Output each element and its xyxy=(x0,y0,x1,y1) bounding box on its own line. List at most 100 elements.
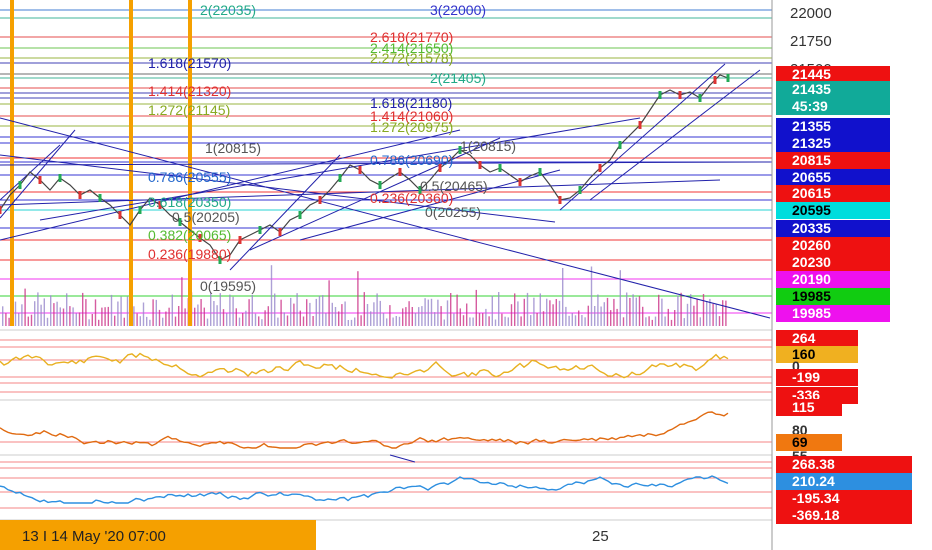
volume-bar xyxy=(578,310,580,326)
volume-bar xyxy=(600,306,602,326)
fib-label: 1.618(21570) xyxy=(148,55,231,71)
volume-bar xyxy=(181,277,183,326)
volume-bar xyxy=(306,299,308,326)
volume-bar xyxy=(440,306,442,326)
volume-bar xyxy=(635,297,637,326)
volume-bar xyxy=(299,310,301,326)
volume-bar xyxy=(395,316,397,326)
time-axis-tick: 25 xyxy=(592,528,609,545)
oscillator-3-badge-bg xyxy=(776,456,912,473)
volume-bar xyxy=(94,299,97,326)
volume-bar xyxy=(667,308,669,326)
time-highlight-line xyxy=(10,0,14,326)
volume-bar xyxy=(370,311,372,326)
candle xyxy=(0,206,2,214)
oscillator-1-badge: 160 xyxy=(792,346,816,362)
volume-bar xyxy=(72,307,74,326)
fib-label: 1.414(21320) xyxy=(148,83,231,99)
price-badge-bg xyxy=(776,118,890,135)
volume-bar xyxy=(590,266,593,326)
volume-bar xyxy=(62,308,65,326)
time-highlight-line xyxy=(129,0,133,326)
volume-bar xyxy=(565,306,567,326)
volume-bar xyxy=(360,315,362,326)
volume-bar xyxy=(472,317,474,326)
fib-label: 1.272(21145) xyxy=(148,102,230,118)
volume-bar xyxy=(229,294,231,326)
volume-bar xyxy=(699,317,701,326)
price-badge: 20190 xyxy=(792,271,831,287)
oscillator-3-line xyxy=(0,475,729,504)
volume-bar xyxy=(139,316,141,326)
price-badge-bg xyxy=(776,185,890,202)
oscillator-3-badge: -195.34 xyxy=(792,490,840,506)
oscillator-2-badge-bg xyxy=(776,399,842,416)
time-cursor-bg xyxy=(0,520,316,550)
volume-bar xyxy=(251,294,253,326)
volume-bar xyxy=(610,310,612,326)
volume-bar xyxy=(43,298,45,326)
volume-bar xyxy=(494,319,497,326)
volume-bar xyxy=(91,314,93,326)
volume-bar xyxy=(158,309,161,326)
time-axis[interactable]: 13 I 14 May '20 07:00 25 xyxy=(0,520,609,550)
volume-bar xyxy=(290,297,292,326)
volume-bar xyxy=(315,298,317,326)
price-badge-bg xyxy=(776,271,890,288)
trend-line xyxy=(39,117,641,221)
volume-bar xyxy=(488,316,490,326)
volume-bar xyxy=(453,313,455,326)
price-badge-bg xyxy=(776,81,890,98)
volume-bar xyxy=(414,312,417,326)
volume-bar xyxy=(235,308,237,326)
volume-bar xyxy=(526,292,529,326)
volume-bar xyxy=(482,313,484,326)
trend-line xyxy=(0,129,461,241)
candle xyxy=(418,186,422,194)
volume-bar xyxy=(328,280,330,326)
volume-bar xyxy=(200,299,202,326)
candle xyxy=(638,121,642,129)
candle xyxy=(58,174,62,182)
volume-bar xyxy=(709,298,711,326)
volume-bar xyxy=(654,316,657,326)
price-badge-bg xyxy=(776,152,890,169)
candle xyxy=(698,94,702,102)
trend-line xyxy=(299,169,561,241)
candle xyxy=(478,161,482,169)
volume-bar xyxy=(274,293,276,326)
volume-bar xyxy=(398,316,401,326)
volume-bar xyxy=(616,308,618,326)
price-badge: 21355 xyxy=(792,118,831,134)
oscillator-3-badge-bg xyxy=(776,490,912,507)
volume-bar xyxy=(40,304,42,326)
volume-bar xyxy=(405,307,407,326)
price-badge: 21435 xyxy=(792,81,831,97)
volume-bar xyxy=(658,294,660,326)
candle xyxy=(678,91,682,99)
volume-bar xyxy=(546,298,548,326)
price-badge-bg xyxy=(776,169,890,186)
volume-bar xyxy=(584,317,586,326)
volume-bar xyxy=(350,319,353,326)
volume-bar xyxy=(261,319,263,326)
volume-bar xyxy=(626,292,628,326)
volume-bar xyxy=(424,298,426,326)
volume-bar xyxy=(536,313,538,326)
volume-bar xyxy=(222,309,225,326)
volume-bar xyxy=(674,310,676,326)
volume-bar xyxy=(286,315,289,326)
price-badge: 20335 xyxy=(792,220,831,236)
volume-bar xyxy=(46,317,49,326)
volume-bar xyxy=(245,310,247,326)
candle xyxy=(18,181,22,189)
volume-bar xyxy=(594,306,596,326)
fib-label: 2.272(21578) xyxy=(370,50,453,66)
volume-bar xyxy=(574,315,577,326)
price-badge: 19985 xyxy=(792,288,831,304)
volume-bar xyxy=(514,293,516,326)
volume-bar xyxy=(197,304,199,326)
volume-bar xyxy=(376,293,378,326)
volume-bar xyxy=(101,307,103,326)
